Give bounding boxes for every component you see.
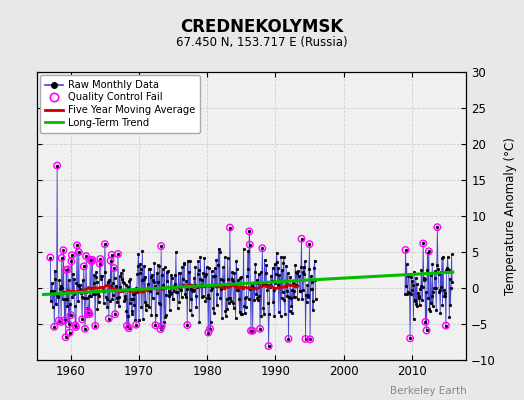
- Point: [258, 245, 267, 252]
- Point: [61, 334, 70, 340]
- Point: [111, 311, 119, 317]
- Point: [46, 254, 54, 261]
- Point: [401, 247, 410, 253]
- Point: [84, 311, 92, 318]
- Point: [60, 317, 69, 324]
- Point: [305, 241, 314, 247]
- Point: [81, 326, 89, 332]
- Point: [106, 258, 115, 264]
- Point: [132, 322, 140, 328]
- Point: [84, 308, 93, 315]
- Point: [183, 322, 191, 328]
- Point: [248, 328, 257, 334]
- Point: [68, 252, 76, 258]
- Point: [247, 328, 255, 334]
- Point: [80, 263, 88, 270]
- Point: [95, 260, 104, 267]
- Point: [78, 316, 86, 323]
- Point: [57, 319, 66, 325]
- Point: [64, 266, 72, 272]
- Point: [422, 327, 431, 334]
- Point: [301, 336, 310, 342]
- Point: [62, 267, 70, 273]
- Point: [297, 236, 305, 242]
- Point: [54, 317, 63, 324]
- Text: 67.450 N, 153.717 E (Russia): 67.450 N, 153.717 E (Russia): [176, 36, 348, 49]
- Point: [285, 336, 293, 342]
- Point: [91, 323, 100, 329]
- Point: [433, 224, 442, 230]
- Point: [82, 253, 90, 259]
- Point: [158, 323, 166, 329]
- Point: [101, 241, 109, 247]
- Point: [105, 316, 113, 322]
- Point: [421, 319, 430, 325]
- Point: [256, 326, 264, 332]
- Point: [245, 228, 254, 234]
- Point: [50, 324, 59, 330]
- Point: [156, 326, 165, 332]
- Point: [88, 258, 96, 264]
- Point: [419, 240, 428, 247]
- Point: [53, 162, 61, 169]
- Point: [59, 247, 68, 254]
- Text: Berkeley Earth: Berkeley Earth: [390, 386, 466, 396]
- Point: [58, 255, 66, 261]
- Point: [88, 257, 96, 263]
- Point: [67, 312, 75, 318]
- Point: [442, 322, 450, 329]
- Point: [226, 224, 234, 231]
- Point: [71, 322, 80, 328]
- Point: [110, 265, 118, 271]
- Point: [86, 257, 94, 263]
- Point: [64, 321, 73, 328]
- Point: [204, 329, 213, 336]
- Point: [406, 335, 414, 342]
- Y-axis label: Temperature Anomaly (°C): Temperature Anomaly (°C): [504, 137, 517, 295]
- Point: [107, 252, 116, 258]
- Legend: Raw Monthly Data, Quality Control Fail, Five Year Moving Average, Long-Term Tren: Raw Monthly Data, Quality Control Fail, …: [40, 75, 200, 132]
- Text: CREDNEKOLYMSK: CREDNEKOLYMSK: [180, 18, 344, 36]
- Point: [306, 336, 314, 342]
- Point: [73, 242, 81, 248]
- Point: [206, 326, 214, 332]
- Point: [246, 242, 254, 248]
- Point: [74, 249, 83, 255]
- Point: [85, 311, 94, 317]
- Point: [72, 324, 80, 330]
- Point: [424, 248, 433, 254]
- Point: [151, 322, 160, 328]
- Point: [125, 325, 133, 331]
- Point: [123, 323, 131, 329]
- Point: [265, 343, 273, 349]
- Point: [114, 251, 122, 257]
- Point: [157, 243, 166, 249]
- Point: [96, 256, 104, 262]
- Point: [67, 258, 75, 264]
- Point: [66, 329, 74, 336]
